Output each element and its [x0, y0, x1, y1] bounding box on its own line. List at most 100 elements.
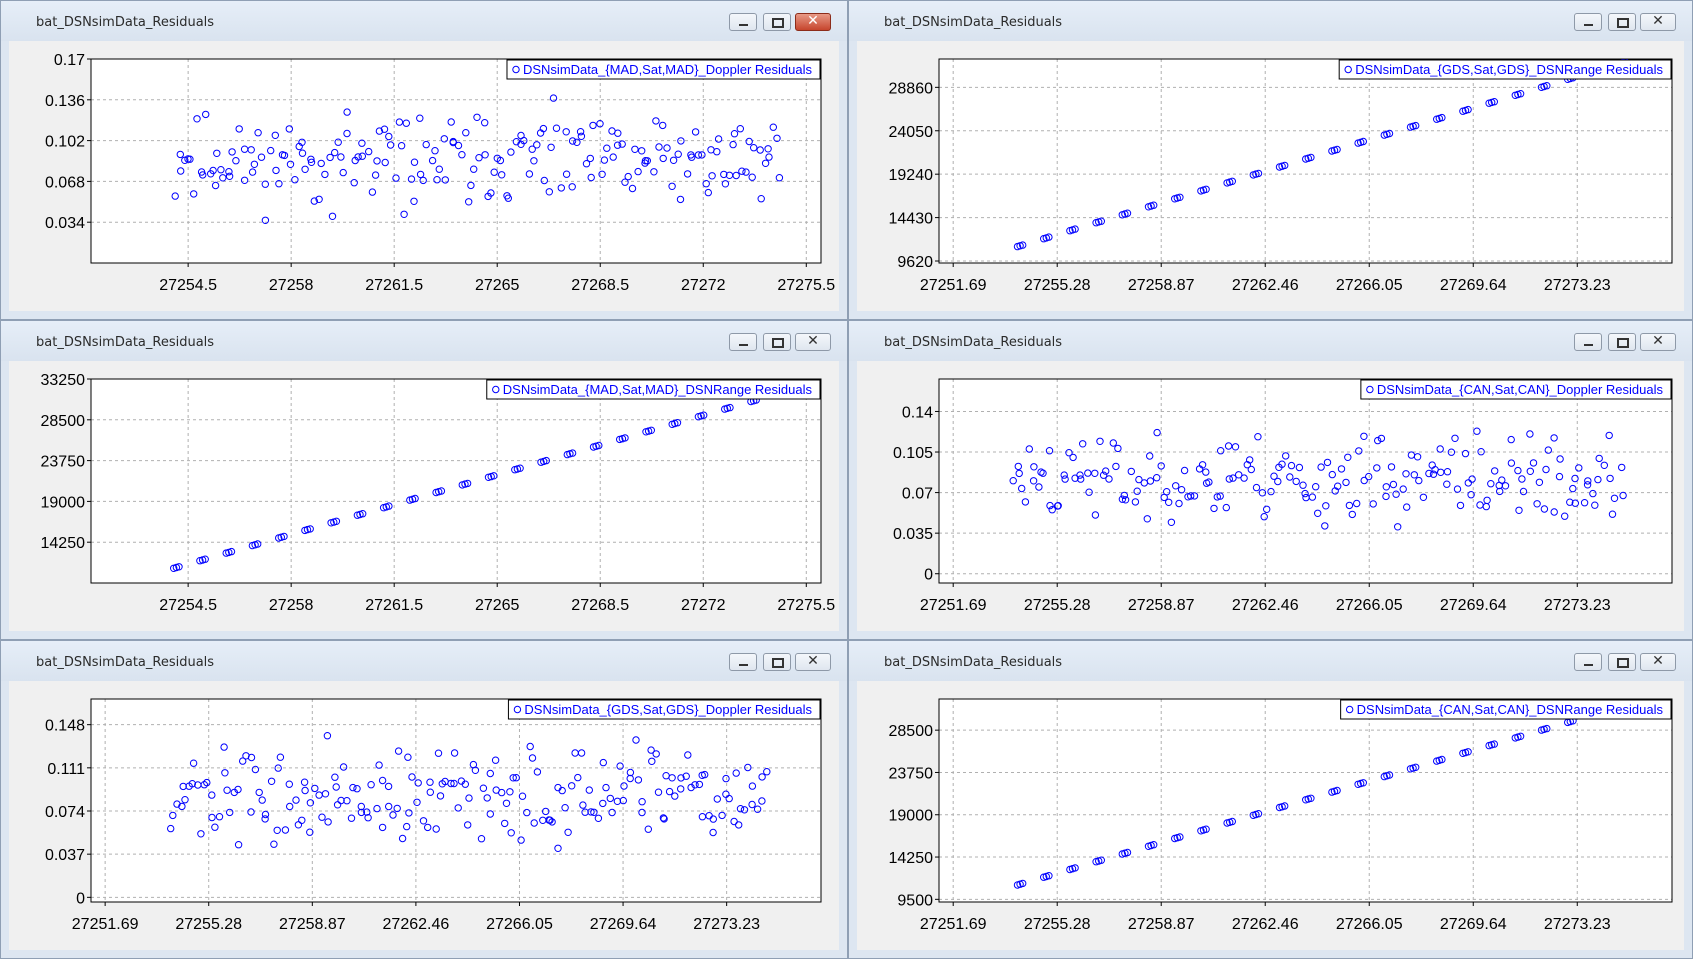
data-point	[286, 802, 294, 811]
data-point	[619, 796, 627, 805]
plot-background	[939, 59, 1672, 263]
y-tick-label: 9500	[897, 892, 933, 909]
data-point	[481, 151, 489, 159]
data-point	[331, 773, 339, 781]
data-point	[745, 137, 753, 146]
data-point	[378, 776, 387, 785]
minimize-button[interactable]	[1574, 333, 1602, 351]
data-point	[1345, 501, 1354, 510]
maximize-button[interactable]	[1608, 653, 1636, 671]
close-button[interactable]: ✕	[795, 653, 831, 671]
data-point	[504, 194, 512, 202]
chart-window[interactable]: bat_DSNsimData_Residuals ✕ 27251.69 27255…	[848, 320, 1693, 640]
chart-window[interactable]: bat_DSNsimData_Residuals ✕ 27254.5 27258 2…	[0, 320, 848, 640]
x-tick-label: 27262.46	[383, 916, 450, 933]
scatter-plot: 27251.69 27255.28 27258.87 27262.46 27266.05…	[889, 698, 1673, 933]
data-point	[285, 125, 293, 133]
minimize-button[interactable]	[1574, 653, 1602, 671]
data-point	[585, 786, 593, 794]
data-point	[1468, 475, 1476, 483]
data-point	[688, 153, 696, 161]
data-point	[748, 173, 756, 181]
data-point	[470, 165, 478, 173]
chart-window[interactable]: bat_DSNsimData_Residuals ✕ 27251.69 27255…	[848, 640, 1693, 959]
minimize-icon	[1584, 664, 1593, 666]
close-button[interactable]: ✕	[1640, 653, 1676, 671]
data-point	[1490, 98, 1498, 106]
data-point	[660, 815, 668, 823]
y-tick-label: 0.14	[902, 404, 933, 421]
data-point	[280, 151, 289, 160]
data-point	[1282, 452, 1290, 460]
data-point	[542, 456, 550, 465]
data-point	[332, 783, 340, 791]
chart-window[interactable]: bat_DSNsimData_Residuals ✕ 27251.69 27255…	[848, 0, 1693, 320]
data-point	[301, 165, 309, 174]
data-point	[1403, 503, 1411, 511]
data-point	[516, 464, 524, 472]
data-point	[273, 826, 281, 835]
data-point	[285, 780, 293, 788]
close-button[interactable]: ✕	[795, 333, 831, 351]
chart-window[interactable]: bat_DSNsimData_Residuals ✕ 27254.5 27258 2…	[0, 0, 848, 320]
data-point	[530, 819, 538, 827]
window-titlebar[interactable]: bat_DSNsimData_Residuals ✕	[849, 321, 1692, 361]
close-button[interactable]: ✕	[1640, 13, 1676, 31]
data-point	[677, 137, 685, 145]
y-tick-label: 0.068	[45, 174, 85, 191]
data-point	[310, 197, 318, 205]
data-point	[720, 170, 728, 179]
close-button[interactable]: ✕	[795, 13, 831, 31]
data-point	[498, 171, 506, 179]
y-tick-label: 0.136	[45, 93, 85, 110]
data-point	[250, 160, 259, 169]
data-point	[1608, 510, 1617, 518]
minimize-button[interactable]	[1574, 13, 1602, 31]
data-point	[1543, 724, 1551, 733]
chart-window[interactable]: bat_DSNsimData_Residuals ✕ 27251.69 27255…	[0, 640, 848, 959]
data-point	[1412, 763, 1420, 772]
maximize-button[interactable]	[763, 653, 791, 671]
data-point	[431, 147, 439, 155]
data-point	[676, 195, 685, 204]
minimize-button[interactable]	[729, 653, 757, 671]
data-point	[1543, 82, 1551, 90]
data-point	[677, 785, 685, 793]
window-titlebar[interactable]: bat_DSNsimData_Residuals ✕	[1, 641, 847, 681]
y-tick-label: 0	[924, 567, 933, 584]
data-point	[600, 156, 609, 164]
data-point	[1246, 456, 1254, 464]
window-titlebar[interactable]: bat_DSNsimData_Residuals ✕	[1, 321, 847, 361]
data-point	[496, 156, 505, 165]
data-point	[419, 176, 427, 185]
data-point	[691, 781, 699, 789]
legend-marker	[512, 65, 520, 74]
data-point	[298, 816, 306, 825]
window-title: bat_DSNsimData_Residuals	[36, 335, 215, 350]
data-point	[722, 774, 730, 783]
window-titlebar[interactable]: bat_DSNsimData_Residuals ✕	[849, 1, 1692, 41]
data-point	[753, 805, 762, 813]
data-point	[568, 449, 577, 457]
data-point	[533, 768, 542, 776]
window-titlebar[interactable]: bat_DSNsimData_Residuals ✕	[1, 1, 847, 41]
data-point	[577, 749, 586, 757]
maximize-button[interactable]	[763, 333, 791, 351]
plot-frame	[90, 58, 822, 264]
minimize-button[interactable]	[729, 13, 757, 31]
maximize-button[interactable]	[1608, 333, 1636, 351]
data-point	[1515, 506, 1523, 515]
data-point	[1555, 472, 1564, 481]
data-point	[1360, 432, 1368, 441]
maximize-button[interactable]	[763, 13, 791, 31]
maximize-button[interactable]	[1608, 13, 1636, 31]
data-point	[1589, 489, 1597, 498]
data-point	[1180, 466, 1189, 475]
data-point	[539, 124, 548, 133]
close-button[interactable]: ✕	[1640, 333, 1676, 351]
legend-label: DSNsimData_{CAN,Sat,CAN}_DSNRange Residu…	[1357, 702, 1664, 717]
data-point	[1312, 483, 1320, 491]
data-point	[1045, 233, 1053, 241]
minimize-button[interactable]	[729, 333, 757, 351]
window-titlebar[interactable]: bat_DSNsimData_Residuals ✕	[849, 641, 1692, 681]
